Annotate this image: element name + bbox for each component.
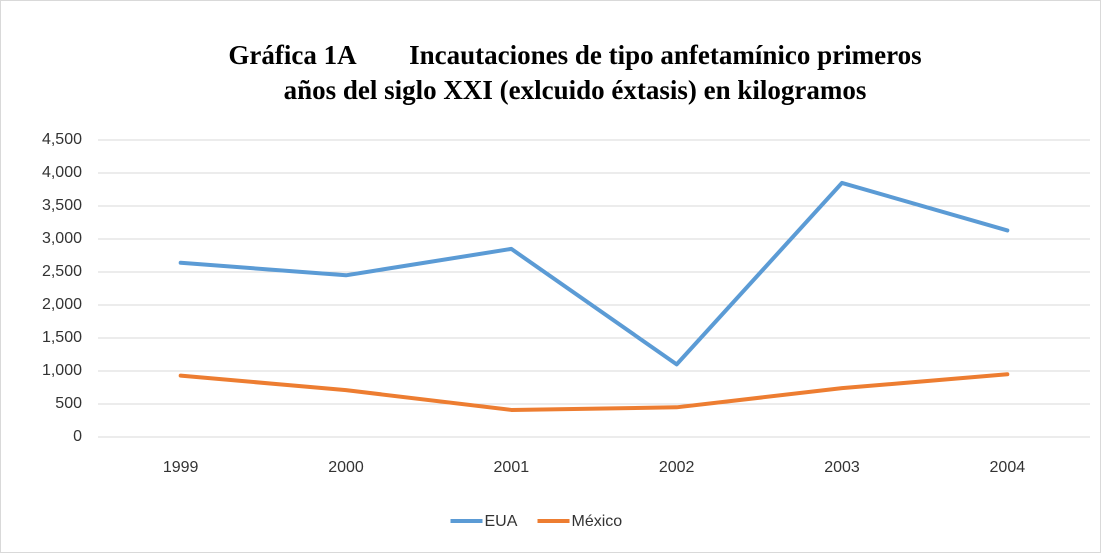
x-tick-label: 2003 bbox=[824, 459, 860, 476]
legend-label: EUA bbox=[485, 513, 518, 530]
y-tick-label: 4,500 bbox=[42, 131, 82, 148]
y-tick-label: 500 bbox=[55, 395, 82, 412]
y-tick-label: 0 bbox=[73, 428, 82, 445]
y-tick-label: 1,000 bbox=[42, 362, 82, 379]
legend-label: México bbox=[572, 513, 623, 530]
y-tick-label: 4,000 bbox=[42, 164, 82, 181]
x-tick-label: 2002 bbox=[659, 459, 695, 476]
x-tick-label: 2004 bbox=[990, 459, 1026, 476]
x-tick-label: 1999 bbox=[163, 459, 199, 476]
chart-title: Gráfica 1A Incautaciones de tipo anfetam… bbox=[228, 40, 921, 70]
x-tick-label: 2000 bbox=[328, 459, 364, 476]
line-series bbox=[178, 180, 1010, 367]
y-tick-label: 2,500 bbox=[42, 263, 82, 280]
y-tick-label: 1,500 bbox=[42, 329, 82, 346]
x-tick-label: 2001 bbox=[494, 459, 530, 476]
y-tick-label: 3,000 bbox=[42, 230, 82, 247]
chart-title: años del siglo XXI (exlcuido éxtasis) en… bbox=[284, 75, 867, 105]
y-tick-label: 2,000 bbox=[42, 296, 82, 313]
y-tick-label: 3,500 bbox=[42, 197, 82, 214]
line-series bbox=[178, 372, 1010, 412]
